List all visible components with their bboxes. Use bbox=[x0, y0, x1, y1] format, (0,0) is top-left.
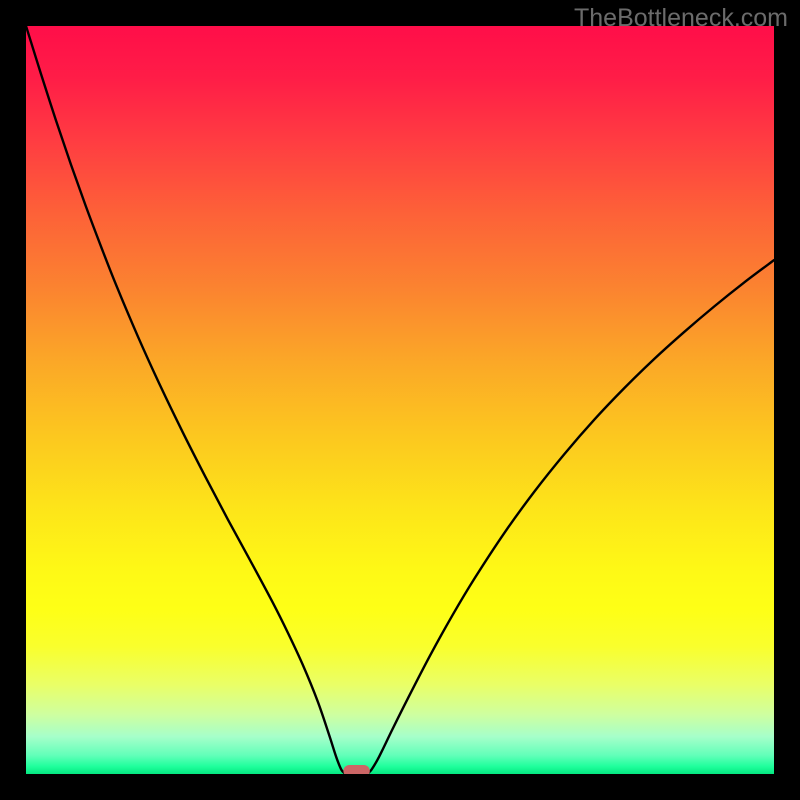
outer-frame: TheBottleneck.com bbox=[0, 0, 800, 800]
gradient-background bbox=[26, 26, 774, 774]
plot-area bbox=[26, 26, 774, 774]
bottleneck-chart bbox=[26, 26, 774, 774]
bottleneck-marker bbox=[344, 766, 369, 774]
